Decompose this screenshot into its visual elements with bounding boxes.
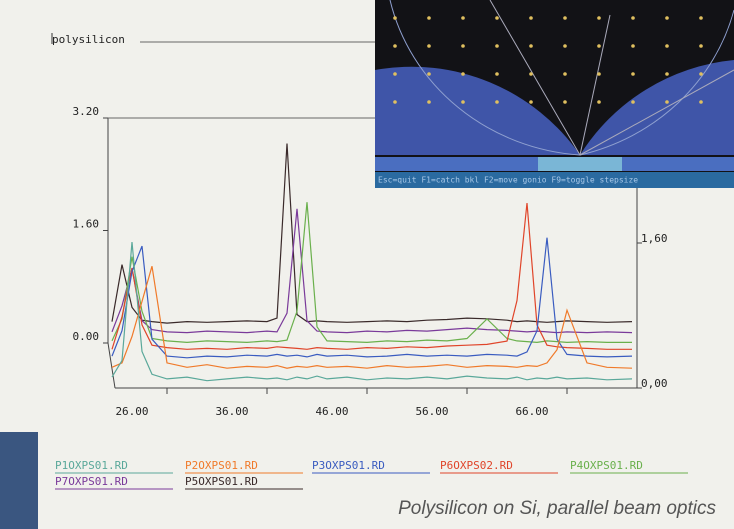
inset-dot	[597, 44, 601, 48]
inset-screenshot: Esc=quit F1=catch bkl F2=move gonio F9=t…	[375, 0, 734, 188]
inset-dot	[427, 16, 431, 20]
inset-ray	[579, 69, 734, 156]
series-line	[111, 202, 632, 350]
x-tick-label: 36.00	[215, 405, 248, 418]
inset-dot	[461, 44, 465, 48]
chart-title: polysilicon	[52, 33, 125, 46]
inset-dot	[631, 72, 635, 76]
inset-dot	[461, 16, 465, 20]
x-tick-label: 26.00	[115, 405, 148, 418]
inset-dot	[529, 16, 533, 20]
inset-dot	[529, 44, 533, 48]
inset-dot	[597, 72, 601, 76]
y-tick-label: 0.00	[73, 330, 100, 343]
inset-dot	[427, 100, 431, 104]
inset-dot	[631, 100, 635, 104]
inset-dot	[631, 44, 635, 48]
inset-dot	[393, 100, 397, 104]
inset-arc	[375, 66, 580, 155]
inset-dot	[665, 16, 669, 20]
inset-dot	[461, 100, 465, 104]
inset-dot	[529, 72, 533, 76]
inset-dot	[427, 44, 431, 48]
legend-label: P3OXPS01.RD	[312, 459, 385, 472]
inset-dot	[665, 44, 669, 48]
caption: Polysilicon on Si, parallel beam optics	[398, 498, 716, 519]
x-tick-label: 56.00	[415, 405, 448, 418]
inset-dot	[393, 44, 397, 48]
y-tick-label: 1.60	[73, 218, 100, 231]
legend-label: P5OXPS01.RD	[185, 475, 258, 488]
inset-ray	[489, 0, 581, 156]
inset-dot	[563, 72, 567, 76]
legend-label: P1OXPS01.RD	[55, 459, 128, 472]
inset-dot	[529, 100, 533, 104]
inset-dot	[665, 100, 669, 104]
inset-dot	[393, 16, 397, 20]
inset-dot	[665, 72, 669, 76]
x-tick-label: 66.00	[515, 405, 548, 418]
legend-label: P7OXPS01.RD	[55, 475, 128, 488]
inset-dot	[563, 44, 567, 48]
inset-dot	[495, 72, 499, 76]
side-edge	[107, 342, 116, 389]
inset-dot	[495, 100, 499, 104]
inset-dot	[461, 72, 465, 76]
legend-label: P2OXPS01.RD	[185, 459, 258, 472]
inset-dot	[699, 72, 703, 76]
inset-bar-highlight	[538, 157, 622, 171]
series-line	[111, 202, 632, 344]
inset-dot	[597, 100, 601, 104]
inset-dot	[495, 44, 499, 48]
inset-dot	[631, 16, 635, 20]
inset-dot	[597, 16, 601, 20]
photo-edge	[0, 432, 38, 529]
legend-label: P6OXPS02.RD	[440, 459, 513, 472]
plot: 0.00 1.60 3.20 0,00 1,60 26.00 36.00 46.00 56.00…	[73, 98, 668, 418]
inset-dot	[495, 16, 499, 20]
series-line	[111, 237, 633, 359]
inset-dot	[563, 16, 567, 20]
inset-dot	[699, 16, 703, 20]
inset-dot	[699, 100, 703, 104]
inset-status	[375, 172, 734, 188]
y2-tick-label: 1,60	[641, 232, 668, 245]
inset-status-text: Esc=quit F1=catch bkl F2=move gonio F9=t…	[378, 176, 638, 185]
series-line	[111, 266, 633, 369]
inset-dot	[393, 72, 397, 76]
inset-dot	[699, 44, 703, 48]
x-tick-label: 46.00	[315, 405, 348, 418]
legend-label: P4OXPS01.RD	[570, 459, 643, 472]
inset-dot	[427, 72, 431, 76]
series-line	[111, 241, 633, 382]
series-line	[111, 143, 633, 324]
inset-dots	[393, 16, 703, 104]
inset-curve	[389, 0, 734, 156]
inset-dot	[563, 100, 567, 104]
inset-ray	[579, 14, 611, 156]
y2-tick-label: 0,00	[641, 377, 668, 390]
y-tick-label: 3.20	[73, 105, 100, 118]
